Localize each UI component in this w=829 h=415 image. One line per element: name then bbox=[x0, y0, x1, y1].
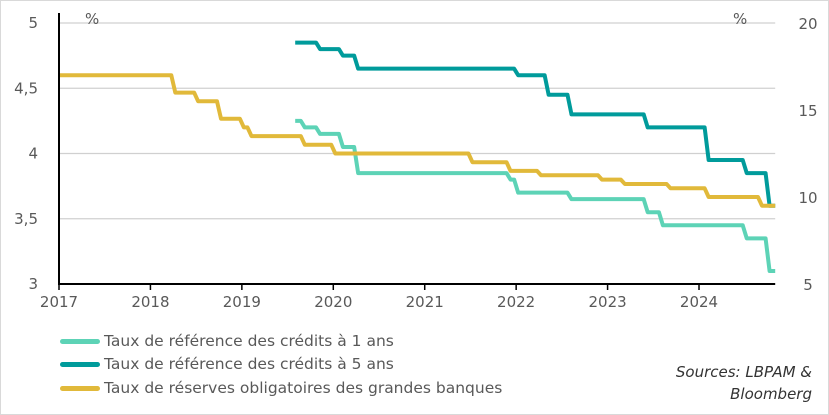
x-axis-tick-label: 2020 bbox=[314, 293, 352, 311]
legend-swatch-rrr bbox=[60, 385, 100, 391]
x-axis-tick-label: 2023 bbox=[588, 293, 626, 311]
right-axis-tick-label: 20 bbox=[798, 15, 817, 33]
legend-item-1y: Taux de référence des crédits à 1 ans bbox=[60, 330, 394, 352]
legend-item-rrr: Taux de réserves obligatoires des grande… bbox=[60, 377, 502, 399]
series-line-0 bbox=[295, 118, 776, 273]
right-axis-unit: % bbox=[733, 10, 747, 28]
legend-label-5y: Taux de référence des crédits à 5 ans bbox=[104, 355, 394, 373]
series-line-2 bbox=[59, 73, 776, 208]
x-axis-tick-label: 2019 bbox=[223, 293, 261, 311]
x-axis-tick-label: 2021 bbox=[406, 293, 444, 311]
legend-swatch-1y bbox=[60, 338, 100, 344]
right-axis-tick-label: 5 bbox=[803, 276, 813, 294]
sources-line-1: Sources: LBPAM & bbox=[675, 363, 812, 381]
x-axis-tick-label: 2022 bbox=[497, 293, 535, 311]
left-axis-unit: % bbox=[85, 10, 99, 28]
sources-line-2: Bloomberg bbox=[730, 385, 812, 403]
series-line-1 bbox=[295, 40, 776, 208]
x-axis-tick-label: 2024 bbox=[680, 293, 718, 311]
left-axis-tick-label: 3 bbox=[28, 275, 38, 293]
left-axis-tick-label: 5 bbox=[28, 14, 38, 32]
legend-label-rrr: Taux de réserves obligatoires des grande… bbox=[104, 379, 503, 397]
sources-note: Sources: LBPAM & Bloomberg bbox=[676, 361, 812, 405]
legend-label-1y: Taux de référence des crédits à 1 ans bbox=[104, 332, 394, 350]
left-axis-tick-label: 3,5 bbox=[14, 210, 38, 228]
right-axis-tick-label: 15 bbox=[798, 102, 817, 120]
legend-swatch-5y bbox=[60, 361, 100, 367]
left-axis-tick-label: 4,5 bbox=[14, 79, 38, 97]
right-axis-tick-label: 10 bbox=[798, 189, 817, 207]
legend-item-5y: Taux de référence des crédits à 5 ans bbox=[60, 353, 394, 375]
left-axis-tick-label: 4 bbox=[28, 145, 38, 163]
x-axis-tick-label: 2018 bbox=[131, 293, 169, 311]
x-axis-tick-label: 2017 bbox=[40, 293, 78, 311]
